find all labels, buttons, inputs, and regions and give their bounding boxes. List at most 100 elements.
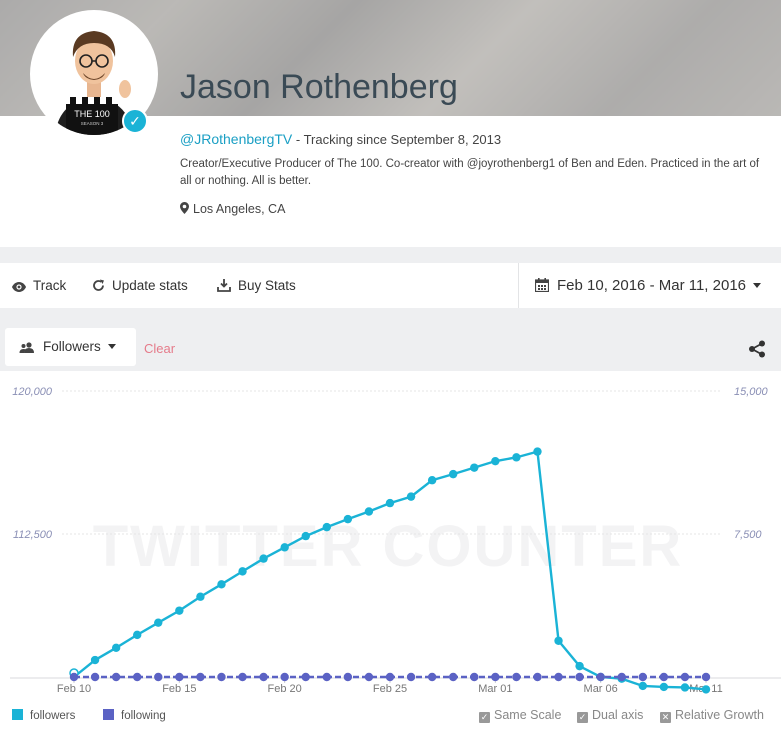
data-point-following — [259, 672, 268, 682]
chevron-down-icon — [107, 344, 116, 349]
data-point-followers — [154, 618, 163, 627]
track-label: Track — [33, 278, 67, 293]
eye-icon — [12, 282, 26, 292]
same-scale-option[interactable]: ✓ Same Scale — [479, 708, 561, 723]
data-point-followers — [575, 661, 584, 671]
toolbar: Track Update stats Buy Stats Feb 10, 201… — [0, 263, 781, 308]
data-point-followers — [449, 469, 458, 479]
legend-followers-label: followers — [30, 710, 76, 722]
data-point-followers — [512, 453, 521, 462]
download-tray-icon — [217, 279, 231, 292]
handle-line: @JRothenbergTV - Tracking since Septembe… — [180, 131, 501, 147]
data-point-followers — [701, 685, 711, 694]
twitter-handle-link[interactable]: @JRothenbergTV — [180, 131, 293, 147]
data-point-following — [512, 672, 521, 682]
followers-chart[interactable]: TWITTER COUNTER 112,500 120,000 7,500 15,00… — [0, 371, 781, 733]
x-tick-label: Feb 20 — [268, 683, 302, 695]
y-left-tick-label: 120,000 — [12, 386, 53, 398]
data-point-followers — [238, 567, 247, 576]
data-point-following — [343, 672, 353, 682]
chart-area: TWITTER COUNTER 112,500 120,000 7,500 15,00… — [0, 371, 781, 733]
same-scale-label: Same Scale — [494, 708, 562, 722]
data-point-followers — [175, 606, 184, 615]
data-point-following — [659, 672, 669, 682]
data-point-following — [69, 672, 79, 682]
profile-bio: Creator/Executive Producer of The 100. C… — [180, 158, 760, 187]
profile-card — [0, 116, 781, 247]
avatar[interactable]: THE 100 SEASON 3 — [30, 10, 158, 138]
data-point-followers — [90, 655, 100, 665]
data-point-followers — [322, 522, 331, 532]
data-point-followers — [343, 514, 353, 524]
data-point-following — [427, 672, 437, 682]
buy-stats-button[interactable]: Buy Stats — [217, 263, 296, 308]
refresh-icon — [93, 279, 104, 291]
data-point-followers — [364, 507, 374, 516]
date-range-picker[interactable]: Feb 10, 2016 - Mar 11, 2016 — [518, 263, 781, 308]
tracking-since: - Tracking since September 8, 2013 — [292, 132, 502, 147]
data-point-followers — [385, 498, 395, 508]
x-tick-label: Feb 25 — [373, 683, 407, 695]
close-icon: ✕ — [660, 712, 671, 723]
legend-following[interactable]: following — [103, 709, 166, 722]
data-point-following — [280, 672, 289, 682]
data-point-followers — [680, 683, 690, 692]
avatar-clapper-title: THE 100 — [74, 109, 110, 119]
metric-dropdown[interactable]: Followers — [5, 328, 136, 366]
date-range-label: Feb 10, 2016 - Mar 11, 2016 — [557, 277, 747, 294]
data-point-following — [175, 672, 184, 682]
data-point-following — [596, 672, 605, 682]
data-point-following — [90, 672, 100, 682]
data-point-followers — [259, 554, 268, 563]
share-icon[interactable] — [748, 340, 766, 363]
data-point-following — [680, 672, 690, 682]
data-point-following — [385, 672, 395, 682]
check-icon: ✓ — [479, 712, 490, 723]
avatar-illustration: THE 100 SEASON 3 — [33, 13, 155, 135]
data-point-following — [701, 672, 711, 682]
check-icon: ✓ — [577, 712, 588, 723]
x-tick-label: Feb 10 — [57, 683, 91, 695]
update-stats-button[interactable]: Update stats — [92, 263, 188, 308]
data-point-following — [575, 672, 584, 682]
data-point-following — [470, 672, 479, 682]
y-right-tick-label: 7,500 — [734, 529, 762, 541]
data-point-following — [449, 672, 458, 682]
relative-growth-option[interactable]: ✕ Relative Growth — [660, 708, 764, 723]
legend-followers[interactable]: followers — [12, 709, 75, 722]
profile-name: Jason Rothenberg — [180, 68, 458, 106]
dual-axis-option[interactable]: ✓ Dual axis — [577, 708, 643, 723]
data-point-followers — [491, 456, 500, 466]
data-point-followers — [554, 636, 563, 645]
data-point-following — [406, 672, 416, 682]
data-point-following — [617, 672, 626, 682]
y-left-tick-label: 112,500 — [13, 529, 53, 541]
users-icon — [19, 342, 34, 353]
data-point-following — [301, 672, 310, 682]
data-point-following — [491, 672, 500, 682]
profile-location: Los Angeles, CA — [180, 202, 285, 216]
chevron-down-icon — [753, 283, 762, 288]
data-point-following — [533, 672, 542, 682]
data-point-followers — [533, 447, 542, 456]
data-point-following — [154, 672, 163, 682]
data-point-following — [217, 672, 226, 682]
clear-link[interactable]: Clear — [144, 341, 176, 356]
data-point-followers — [196, 592, 205, 601]
location-text: Los Angeles, CA — [193, 202, 286, 216]
data-point-followers — [427, 476, 437, 485]
track-button[interactable]: Track — [12, 263, 66, 308]
calendar-icon — [534, 278, 550, 293]
data-point-followers — [659, 682, 669, 692]
x-tick-label: Mar 06 — [584, 683, 618, 695]
data-point-following — [322, 672, 331, 682]
data-point-following — [111, 672, 121, 682]
data-point-followers — [470, 463, 479, 472]
legend-following-label: following — [121, 710, 166, 722]
x-tick-label: Mar 01 — [478, 683, 512, 695]
data-point-followers — [280, 543, 289, 552]
data-point-followers — [111, 643, 121, 653]
following-swatch — [103, 709, 114, 720]
y-right-tick-label: 15,000 — [734, 386, 769, 398]
followers-swatch — [12, 709, 23, 720]
